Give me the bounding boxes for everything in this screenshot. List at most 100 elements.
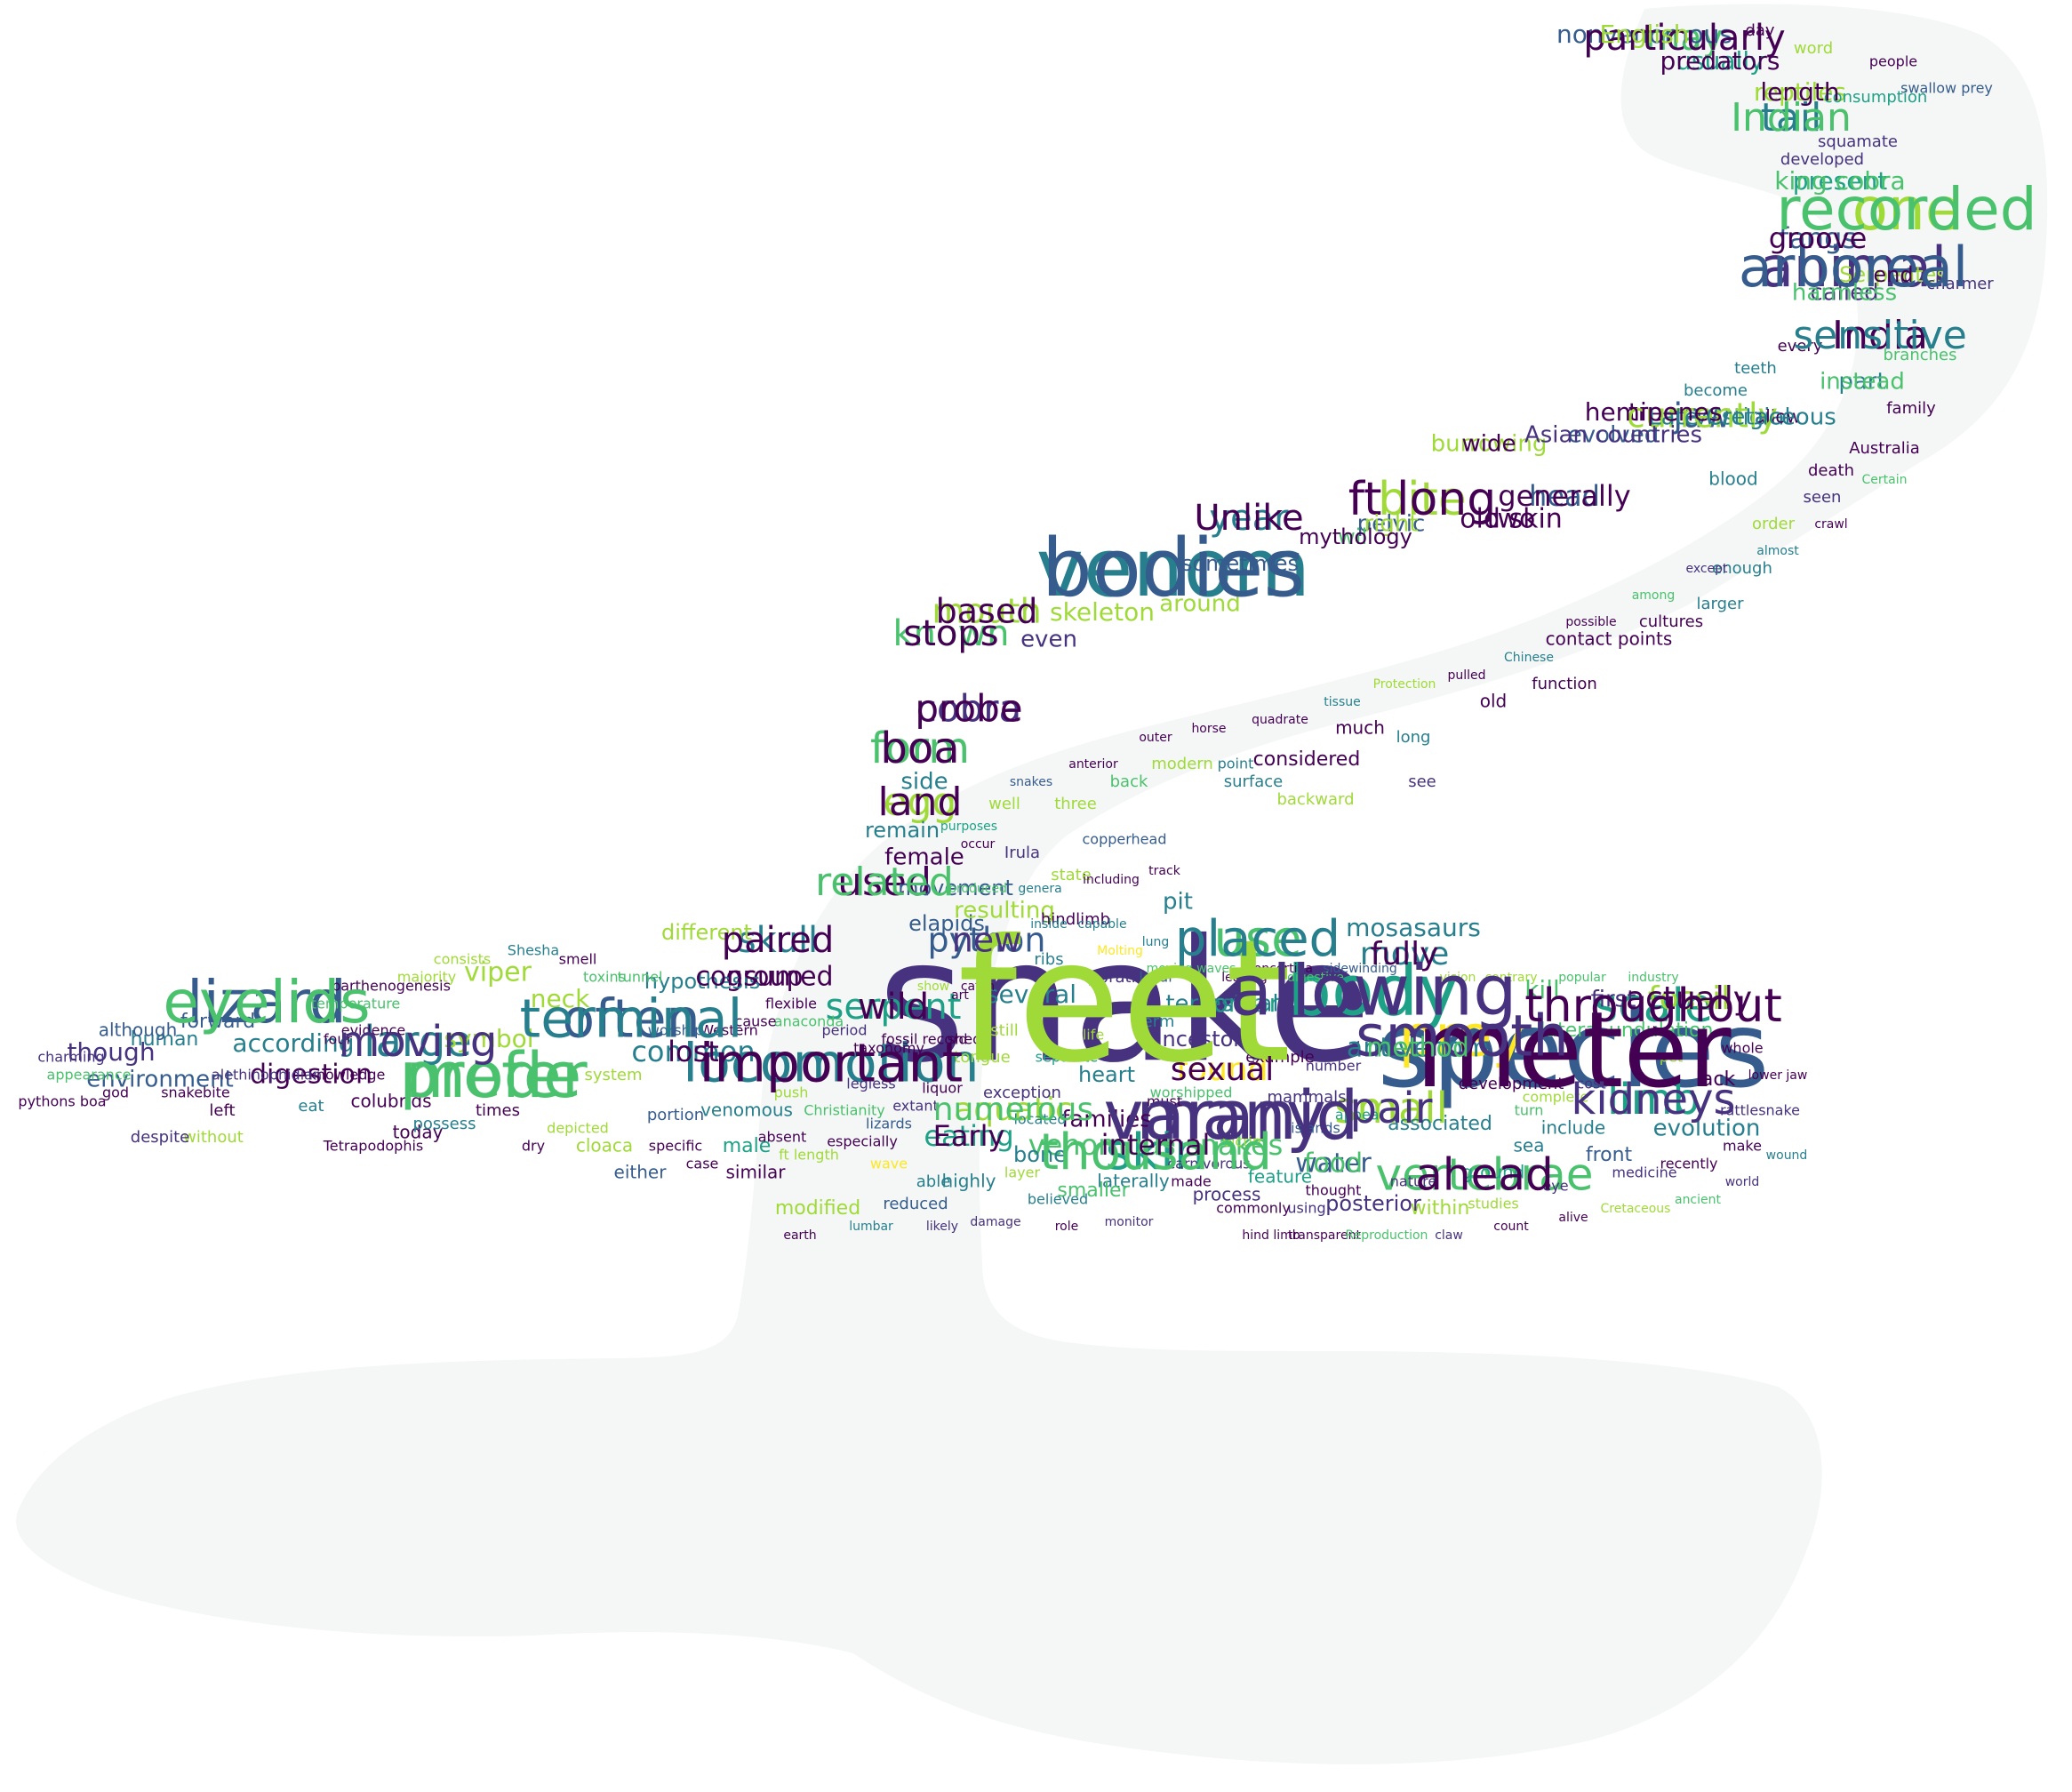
cloud-word: venom: [1036, 522, 1310, 615]
cloud-word: pulled: [1447, 668, 1485, 683]
cloud-word: leading: [1221, 971, 1268, 985]
cloud-word: industry: [1628, 971, 1678, 985]
cloud-word: produced: [948, 882, 1007, 896]
cloud-word: snake: [877, 903, 1372, 1100]
cloud-word: concertina: [1247, 962, 1313, 976]
cloud-word: enough: [1712, 559, 1772, 578]
cloud-word: neck: [531, 984, 590, 1013]
cloud-word: reduced: [883, 1195, 948, 1213]
cloud-word: internal: [1101, 1128, 1211, 1162]
cloud-word: monitor: [1105, 1215, 1154, 1229]
cloud-word: appear: [1335, 1107, 1386, 1124]
cloud-word: push: [774, 1084, 809, 1101]
cloud-word: pet: [1660, 1049, 1683, 1066]
cloud-word: feature: [1248, 1166, 1312, 1188]
cloud-word: Late Cretaceous: [1648, 404, 1836, 431]
cloud-word: Serpentes: [1839, 262, 1948, 287]
cloud-word: old: [1480, 691, 1508, 712]
cloud-word: Shesha: [508, 942, 559, 959]
cloud-word: pair: [1350, 1084, 1433, 1133]
cloud-word: either: [614, 1162, 668, 1183]
cloud-word: predators: [1660, 46, 1780, 76]
cloud-word: god: [102, 1084, 129, 1101]
cloud-word: majority: [397, 969, 456, 986]
cloud-word: symbol: [444, 1024, 533, 1053]
cloud-word: without: [183, 1128, 244, 1147]
cloud-word: organ: [1213, 988, 1285, 1018]
cloud-word: smooth: [1356, 1004, 1569, 1070]
cloud-word: capable: [1077, 917, 1126, 932]
cloud-word: wound: [1766, 1148, 1808, 1163]
cloud-word: larger: [1696, 595, 1744, 613]
cloud-word: old skin: [1460, 504, 1563, 535]
cloud-word: modern: [1151, 755, 1213, 773]
cloud-word: first: [1591, 987, 1636, 1013]
cloud-word: outer: [1139, 731, 1172, 745]
cloud-word: function: [1532, 675, 1597, 693]
cloud-word: pit: [1163, 889, 1193, 916]
cloud-word: sensitive: [1793, 313, 1967, 358]
cloud-word: islands: [1291, 1120, 1340, 1137]
cloud-word: antivenom: [1347, 1033, 1489, 1064]
cloud-word: around: [1159, 591, 1240, 618]
cloud-word: surface: [1224, 772, 1284, 791]
cloud-word: known: [892, 613, 1009, 654]
cloud-word: snakebite: [161, 1084, 230, 1101]
cloud-word: head: [1529, 479, 1600, 513]
cloud-word: damage: [970, 1215, 1020, 1229]
cloud-word: common: [631, 1035, 755, 1068]
cloud-word: seen: [1804, 488, 1842, 507]
cloud-word: vertebrae: [1376, 1149, 1594, 1201]
cloud-word: new: [952, 921, 1022, 960]
snake-silhouette: [16, 4, 2048, 1764]
cloud-word: Tetrapodophis: [323, 1138, 424, 1155]
cloud-word: branches: [1883, 346, 1956, 364]
cloud-word: consumed: [695, 962, 833, 993]
cloud-word: form: [870, 724, 970, 773]
cloud-word: vestigial: [1693, 404, 1790, 431]
cloud-word: made: [1171, 1173, 1211, 1190]
cloud-word: studies: [1468, 1196, 1519, 1212]
cloud-word: development: [1459, 1075, 1564, 1093]
cloud-word: even: [1020, 627, 1077, 653]
cloud-word: number: [1306, 1058, 1362, 1075]
cloud-word: located: [1013, 1111, 1066, 1128]
cloud-word: fossil: [1648, 980, 1730, 1017]
cloud-word: separate: [1036, 1049, 1099, 1066]
cloud-word: teeth: [1734, 359, 1777, 378]
cloud-word: ancestor: [1149, 1027, 1242, 1052]
cloud-word: animal: [1760, 235, 1947, 300]
cloud-word: groove: [1769, 221, 1868, 255]
cloud-word: layer: [1004, 1164, 1041, 1181]
cloud-word: blood: [1708, 468, 1757, 490]
cloud-word: worshipped: [1150, 1084, 1233, 1101]
cloud-word: evolution: [1653, 1116, 1761, 1142]
cloud-word: especially: [827, 1133, 898, 1150]
cloud-word: highly: [942, 1171, 996, 1192]
cloud-word: earth: [783, 1228, 816, 1243]
cloud-word: India: [1832, 313, 1928, 358]
cloud-word: prey: [1399, 1004, 1526, 1070]
cloud-word: ft long: [1348, 473, 1497, 526]
cloud-word: evolved: [1568, 422, 1659, 449]
cloud-word: lost: [668, 1035, 719, 1068]
cloud-word: present: [1793, 166, 1887, 196]
cloud-word: python: [928, 921, 1046, 960]
cloud-word: paired: [722, 920, 835, 961]
cloud-word: small: [1334, 1084, 1448, 1133]
cloud-word: numerous: [933, 1092, 1093, 1128]
cloud-word: anaconda: [774, 1013, 844, 1030]
cloud-word: move: [1360, 936, 1450, 972]
cloud-word: different: [661, 920, 752, 945]
cloud-word: digestion: [250, 1060, 372, 1091]
cloud-word: mosasaurs: [1346, 913, 1481, 942]
cloud-word: claw: [1435, 1228, 1463, 1243]
cloud-word: forward: [180, 1011, 255, 1033]
cloud-word: track: [1148, 864, 1181, 878]
cloud-word: tissue: [1324, 695, 1360, 709]
cloud-word: aquatic: [954, 1092, 1073, 1128]
cloud-word: eye: [1542, 1178, 1568, 1195]
cloud-word: colubrids: [350, 1091, 431, 1112]
cloud-word: among: [1632, 588, 1676, 603]
cloud-word: kill: [1524, 975, 1560, 1004]
